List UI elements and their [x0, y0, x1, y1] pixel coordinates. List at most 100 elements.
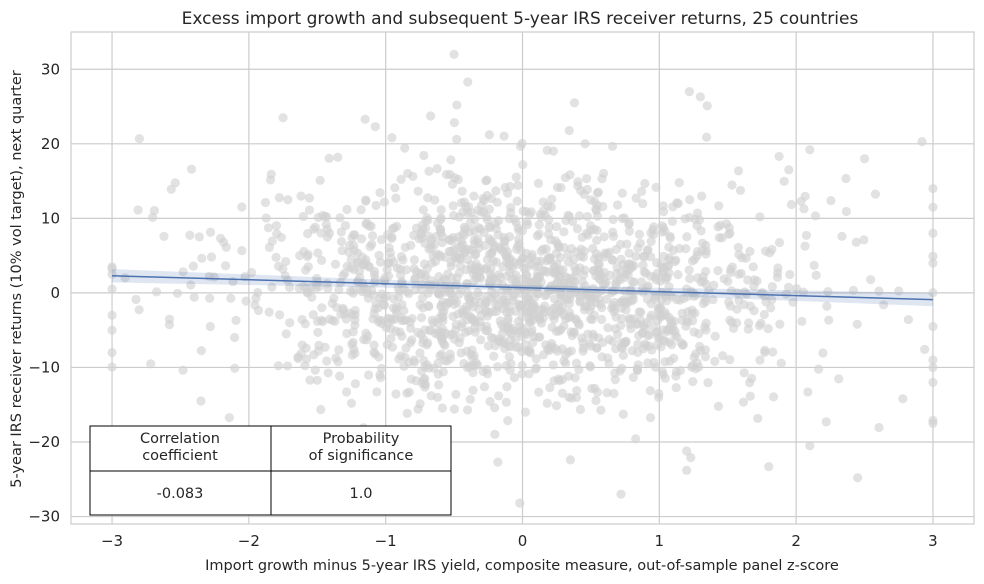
scatter-point: [928, 228, 938, 238]
scatter-point: [573, 177, 583, 187]
scatter-point: [928, 377, 938, 387]
scatter-point: [571, 266, 581, 276]
scatter-point: [713, 222, 723, 232]
scatter-point: [311, 284, 321, 294]
scatter-point: [506, 284, 516, 294]
scatter-point: [676, 337, 686, 348]
scatter-point: [697, 191, 707, 201]
scatter-point: [570, 373, 580, 383]
scatter-point: [402, 287, 412, 297]
scatter-point: [598, 201, 608, 212]
scatter-point: [624, 226, 634, 236]
scatter-point: [544, 215, 554, 225]
scatter-point: [618, 409, 628, 419]
scatter-point: [334, 345, 344, 355]
scatter-point: [484, 130, 494, 140]
scatter-point: [469, 235, 479, 245]
scatter-point: [407, 313, 417, 324]
scatter-point: [596, 286, 606, 296]
scatter-point: [260, 197, 271, 208]
scatter-point: [547, 194, 557, 204]
scatter-point: [767, 244, 777, 255]
scatter-point: [448, 232, 458, 243]
scatter-point: [598, 337, 608, 348]
scatter-point: [346, 398, 357, 408]
scatter-point: [591, 395, 601, 406]
scatter-point: [490, 403, 500, 413]
scatter-point: [435, 351, 445, 361]
x-tick-label: −2: [238, 532, 260, 550]
scatter-point: [611, 312, 621, 322]
scatter-point: [359, 282, 369, 292]
scatter-point: [610, 375, 620, 385]
x-tick-label: −1: [375, 532, 397, 550]
scatter-point: [370, 122, 380, 132]
scatter-point: [216, 233, 226, 244]
scatter-point: [785, 269, 795, 280]
scatter-point: [798, 287, 809, 297]
scatter-point: [660, 274, 671, 285]
scatter-point: [797, 316, 807, 326]
scatter-point: [874, 422, 884, 433]
scatter-point: [591, 204, 601, 214]
scatter-point: [596, 405, 606, 415]
scatter-point: [452, 100, 462, 110]
scatter-point: [617, 188, 627, 198]
scatter-point: [283, 195, 293, 205]
scatter-point: [271, 252, 281, 262]
scatter-point: [361, 328, 371, 338]
scatter-point: [616, 342, 626, 352]
scatter-point: [205, 321, 215, 332]
scatter-point: [708, 294, 718, 305]
scatter-point: [544, 343, 554, 354]
scatter-point: [569, 98, 580, 108]
scatter-point: [396, 313, 406, 323]
scatter-point: [533, 178, 544, 188]
scatter-point: [508, 295, 518, 305]
scatter-point: [397, 299, 407, 310]
scatter-point: [773, 263, 783, 273]
scatter-point: [423, 338, 433, 348]
scatter-point: [369, 347, 379, 357]
scatter-point: [725, 301, 735, 311]
scatter-point: [619, 273, 629, 283]
scatter-point: [738, 397, 749, 407]
scatter-point: [494, 270, 504, 280]
scatter-point: [528, 304, 538, 314]
scatter-point: [423, 300, 433, 311]
scatter-point: [186, 164, 197, 174]
scatter-point: [474, 268, 485, 278]
scatter-point: [818, 348, 828, 358]
scatter-point: [670, 326, 680, 336]
scatter-point: [556, 183, 566, 193]
scatter-point: [603, 353, 613, 363]
scatter-point: [485, 396, 495, 407]
scatter-point: [424, 244, 434, 254]
scatter-point: [618, 295, 628, 305]
scatter-point: [271, 221, 282, 231]
scatter-point: [582, 212, 593, 222]
scatter-point: [517, 369, 527, 379]
scatter-point: [309, 350, 319, 360]
scatter-point: [624, 313, 634, 324]
scatter-point: [265, 175, 276, 185]
scatter-point: [682, 314, 692, 325]
scatter-point: [500, 182, 510, 193]
scatter-point: [435, 224, 445, 234]
scatter-point: [299, 281, 309, 292]
scatter-point: [304, 193, 315, 203]
scatter-point: [263, 223, 274, 233]
scatter-point: [549, 262, 559, 272]
scatter-point: [372, 387, 382, 397]
scatter-point: [489, 351, 499, 361]
scatter-point: [274, 261, 284, 271]
scatter-point: [576, 251, 586, 261]
scatter-point: [821, 417, 831, 427]
scatter-point: [690, 254, 700, 264]
scatter-point: [303, 228, 313, 239]
scatter-point: [189, 292, 199, 302]
scatter-point: [784, 165, 794, 175]
scatter-point: [651, 182, 661, 192]
scatter-point: [695, 92, 705, 102]
scatter-point: [714, 233, 725, 243]
